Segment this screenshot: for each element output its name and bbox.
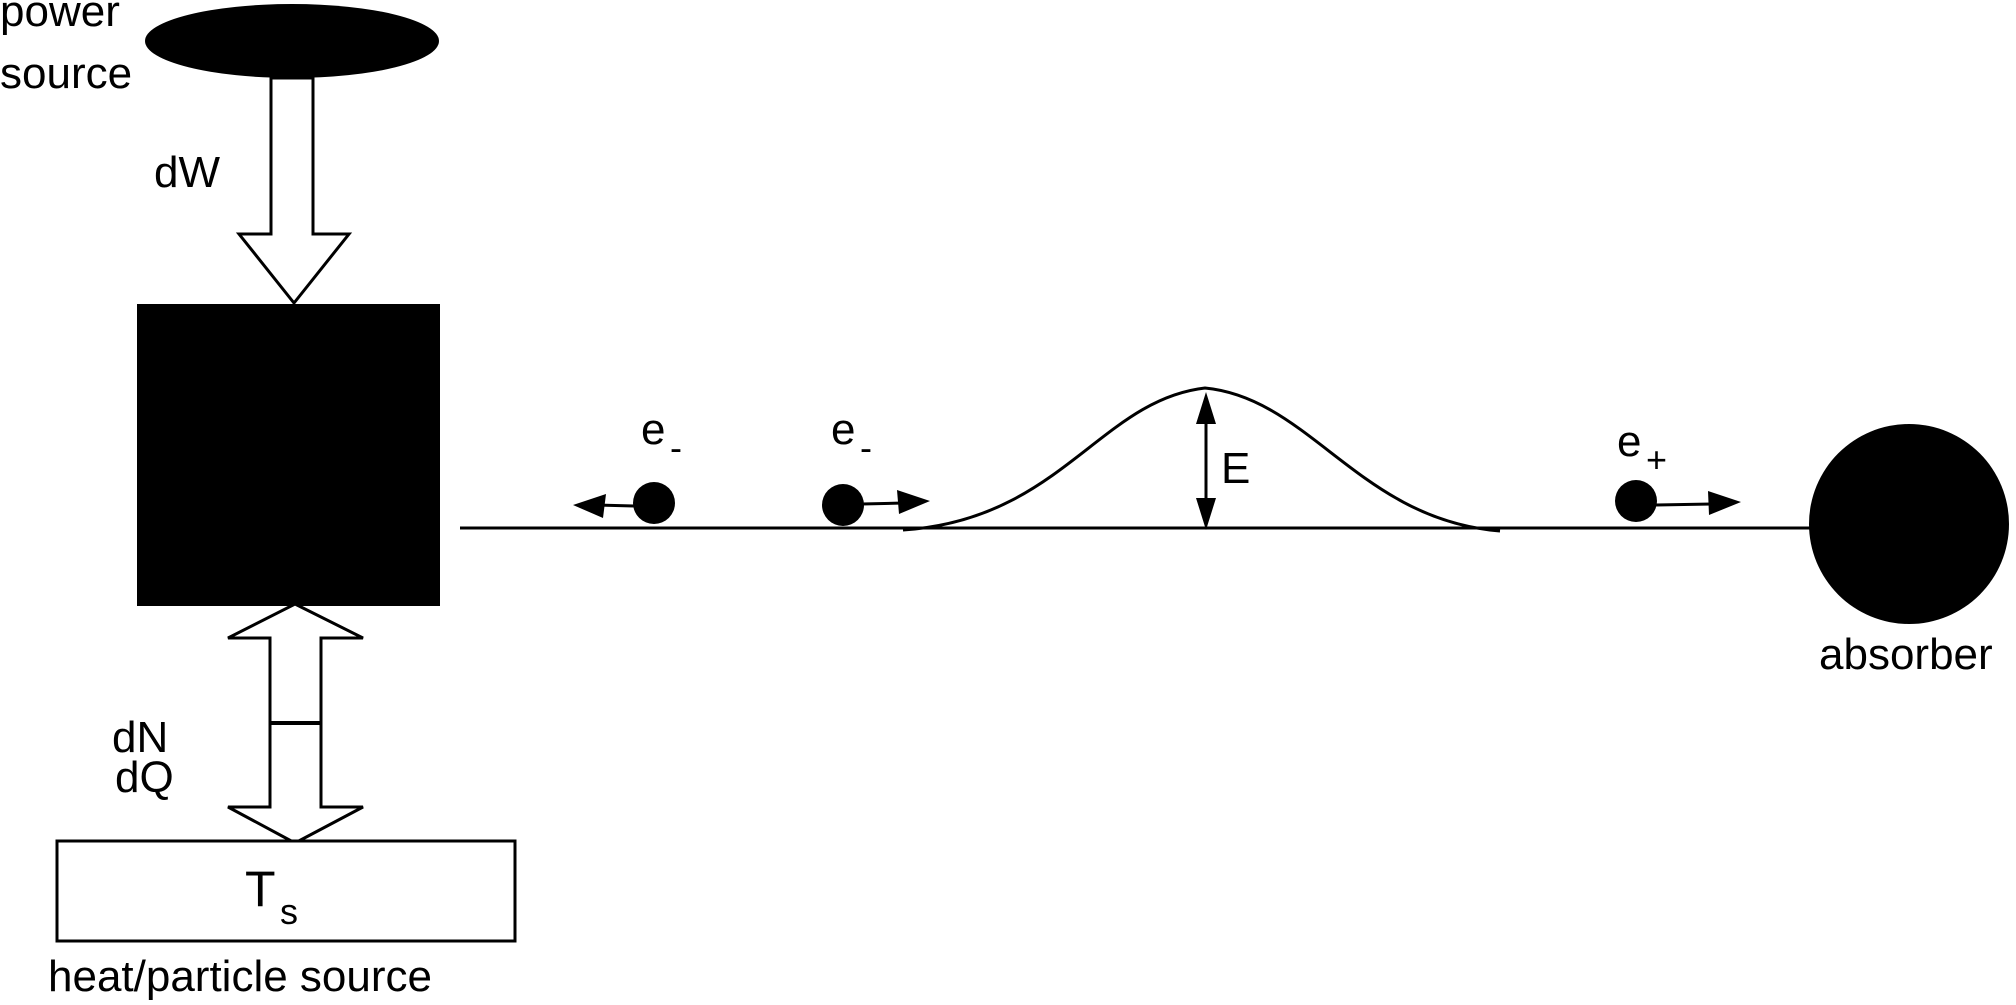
absorber-circle (1809, 424, 2009, 624)
power-source-label-line1: power (0, 0, 120, 36)
electron-middle-subscript: - (860, 427, 872, 468)
energy-barrier-curve (902, 386, 1501, 533)
electron-right (1615, 480, 1657, 522)
electron-middle (822, 484, 864, 526)
electron-middle-velocity-head (897, 490, 930, 514)
energy-arrow-head-up (1196, 392, 1216, 424)
source-box (55, 839, 517, 943)
electron-left-subscript: - (670, 427, 682, 468)
power-source-label-line2: source (0, 49, 132, 98)
heat-particle-source-label: heat/particle source (48, 952, 432, 1001)
engine-box (137, 304, 440, 606)
work-label: dW (154, 148, 220, 197)
particles-label: dN (112, 713, 168, 762)
electron-left-label: e (641, 405, 665, 454)
electron-right-velocity-shaft (1655, 502, 1713, 507)
heat-label: dQ (115, 753, 174, 802)
electron-middle-label: e (831, 405, 855, 454)
energy-arrow-head-down (1196, 498, 1216, 530)
work-arrow (235, 76, 353, 306)
electron-right-label: e (1617, 417, 1641, 466)
electron-left (633, 482, 675, 524)
absorber-label: absorber (1819, 630, 1993, 679)
electron-right-velocity-head (1708, 491, 1741, 515)
electron-middle-velocity-shaft (861, 501, 904, 506)
energy-label: E (1221, 444, 1250, 493)
electron-right-subscript: + (1646, 439, 1667, 480)
source-temp-subscript: s (280, 891, 298, 932)
power-source-ellipse (145, 4, 439, 78)
electron-left-velocity-head (573, 494, 606, 518)
source-temp-label: T (245, 861, 276, 917)
